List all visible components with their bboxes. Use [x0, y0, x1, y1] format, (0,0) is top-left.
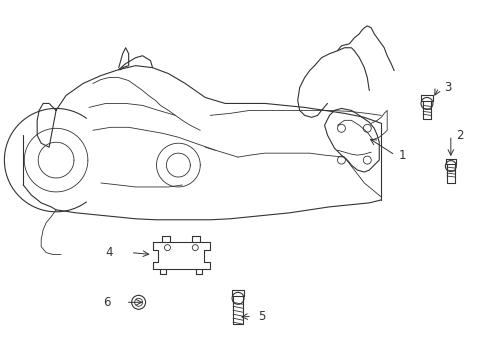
Text: 2: 2 [456, 129, 464, 142]
Text: 4: 4 [106, 246, 113, 259]
Text: 3: 3 [444, 81, 451, 94]
Text: 6: 6 [103, 296, 110, 309]
Text: 1: 1 [399, 149, 407, 162]
Text: 5: 5 [258, 310, 265, 323]
